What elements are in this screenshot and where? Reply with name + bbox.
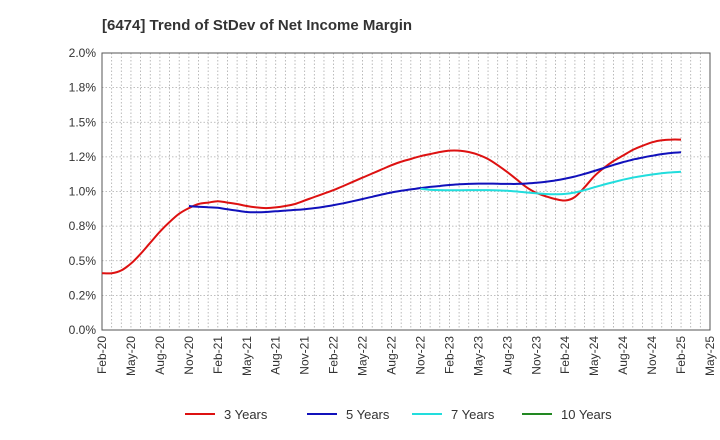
y-axis-tick-labels: 0.0% 0.2% 0.5% 0.8% 1.0% 1.2% 1.5% 1.8% 2.0% xyxy=(69,46,97,337)
legend-label-3-years: 3 Years xyxy=(224,407,268,422)
x-tick-label: Feb-22 xyxy=(327,336,341,374)
y-tick-label: 1.2% xyxy=(69,150,97,164)
legend-label-7-years: 7 Years xyxy=(451,407,495,422)
x-tick-label: Feb-21 xyxy=(211,336,225,374)
series-lines xyxy=(101,138,682,275)
x-axis-tick-labels: Feb-20 May-20 Aug-20 Nov-20 Feb-21 May-21 Aug-… xyxy=(95,336,717,376)
y-tick-label: 1.5% xyxy=(69,115,97,129)
x-tick-label: May-22 xyxy=(356,336,370,376)
x-tick-label: Feb-25 xyxy=(674,336,688,374)
legend-label-5-years: 5 Years xyxy=(346,407,390,422)
x-tick-label: Aug-20 xyxy=(153,336,167,375)
series-line-3-years xyxy=(101,138,682,275)
y-tick-label: 0.5% xyxy=(69,254,97,268)
legend-label-10-years: 10 Years xyxy=(561,407,612,422)
y-tick-label: 2.0% xyxy=(69,46,97,60)
x-tick-label: Nov-22 xyxy=(413,336,427,375)
x-tick-label: May-24 xyxy=(587,336,601,376)
x-tick-label: Feb-24 xyxy=(558,336,572,374)
x-tick-label: Nov-21 xyxy=(298,336,312,375)
x-tick-label: May-25 xyxy=(703,336,717,376)
x-tick-label: Aug-22 xyxy=(385,336,399,375)
x-tick-label: Feb-20 xyxy=(95,336,109,374)
chart-title: [6474] Trend of StDev of Net Income Marg… xyxy=(102,17,412,34)
x-tick-label: Aug-23 xyxy=(500,336,514,375)
x-tick-label: May-21 xyxy=(240,336,254,376)
x-tick-label: May-20 xyxy=(124,336,138,376)
series-line-7-years xyxy=(420,170,682,196)
x-tick-label: Nov-23 xyxy=(529,336,543,375)
x-tick-label: Nov-24 xyxy=(645,336,659,375)
y-tick-label: 1.0% xyxy=(69,185,97,199)
plot-area-frame xyxy=(101,52,711,331)
x-tick-label: Aug-21 xyxy=(269,336,283,375)
y-tick-label: 0.0% xyxy=(69,323,97,337)
series-line-5-years xyxy=(188,151,682,214)
x-tick-label: Aug-24 xyxy=(616,336,630,375)
legend: 3 Years 5 Years 7 Years 10 Years xyxy=(185,407,612,422)
x-tick-label: Feb-23 xyxy=(442,336,456,374)
y-tick-label: 0.2% xyxy=(69,288,97,302)
x-tick-label: May-23 xyxy=(471,336,485,376)
y-tick-label: 1.8% xyxy=(69,81,97,95)
y-tick-label: 0.8% xyxy=(69,219,97,233)
gridlines xyxy=(101,52,711,331)
x-tick-label: Nov-20 xyxy=(182,336,196,375)
